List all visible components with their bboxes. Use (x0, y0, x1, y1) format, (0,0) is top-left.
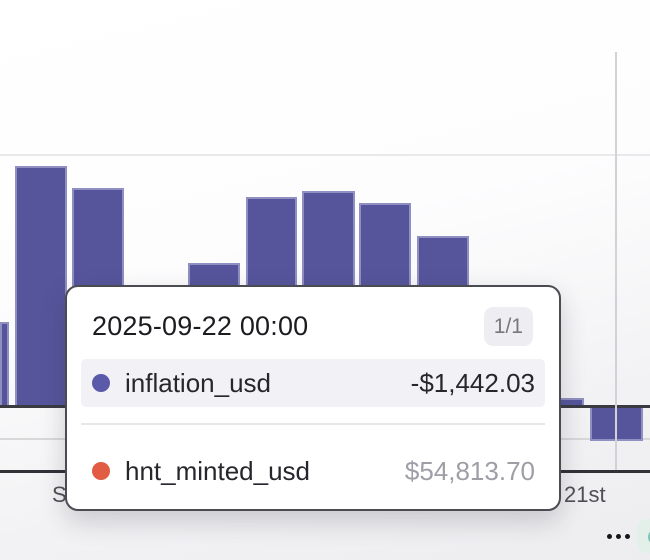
tooltip-timestamp: 2025-09-22 00:00 (92, 311, 309, 341)
tooltip-pagination-badge: 1/1 (483, 307, 533, 346)
chart-hover-tooltip: 2025-09-22 00:00 1/1 inflation_usd -$1,4… (65, 285, 561, 511)
series-dot-icon (92, 462, 110, 480)
tooltip-divider (81, 423, 545, 425)
tooltip-row-hnt-minted-usd: hnt_minted_usd $54,813.70 (81, 447, 545, 495)
series-value: $54,813.70 (404, 455, 535, 486)
ellipsis-icon (616, 534, 621, 539)
series-label: inflation_usd (125, 367, 271, 398)
partial-button-cut-off[interactable] (637, 519, 650, 553)
more-options-button[interactable] (603, 530, 634, 543)
hover-crosshair-line (615, 52, 617, 470)
x-axis-tick-label: S (52, 482, 67, 507)
ellipsis-icon (607, 534, 612, 539)
x-axis-tick-label: 21st (564, 482, 606, 507)
ellipsis-icon (625, 534, 630, 539)
bar[interactable] (15, 166, 67, 405)
series-value: -$1,442.03 (410, 367, 535, 398)
tooltip-header: 2025-09-22 00:00 1/1 (81, 307, 545, 346)
series-dot-icon (92, 374, 110, 392)
tooltip-row-inflation-usd: inflation_usd -$1,442.03 (81, 359, 545, 407)
bar[interactable] (0, 322, 9, 405)
gridline (0, 154, 650, 156)
series-label: hnt_minted_usd (125, 455, 311, 486)
